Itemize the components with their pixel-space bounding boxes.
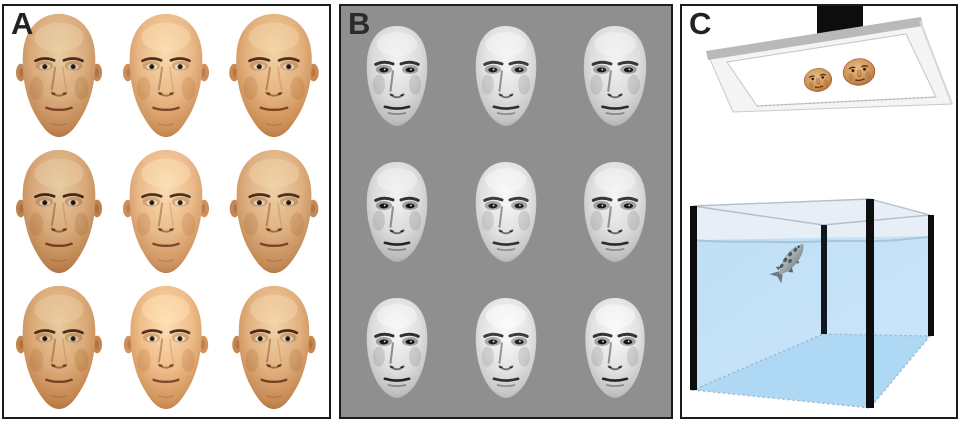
grayscale-face-cell — [356, 158, 438, 265]
grayscale-face-icon — [474, 24, 538, 128]
apparatus-diagram — [690, 6, 953, 409]
grayscale-face-grid — [342, 7, 670, 416]
color-face-icon — [122, 148, 211, 275]
color-face-icon — [228, 148, 320, 275]
grayscale-face-cell — [574, 294, 656, 401]
color-face-cell — [116, 10, 216, 141]
color-face-cell — [224, 10, 324, 141]
color-face-icon — [122, 284, 211, 411]
tank-post-front-right — [866, 199, 874, 408]
color-face-cell — [116, 146, 216, 277]
grayscale-face-cell — [465, 294, 547, 401]
aquarium-tank — [690, 198, 934, 409]
grayscale-face-icon — [474, 160, 538, 264]
grayscale-face-icon — [364, 296, 429, 400]
color-face-cell — [224, 146, 324, 277]
overhead-monitor — [706, 17, 953, 113]
color-face-grid — [5, 7, 328, 416]
color-face-icon — [231, 284, 318, 411]
color-face-icon — [227, 12, 321, 139]
panel-a-label: A — [11, 6, 34, 41]
color-face-icon — [14, 148, 104, 275]
panel-c-label: C — [689, 6, 712, 41]
color-face-icon — [14, 284, 104, 411]
grayscale-face-cell — [356, 294, 438, 401]
monitor-bottom-edge — [756, 96, 937, 107]
color-face-cell — [116, 282, 216, 413]
archerfish-icon — [769, 244, 804, 284]
color-face-cell — [224, 282, 324, 413]
grayscale-face-icon — [582, 160, 648, 264]
grayscale-face-cell — [574, 158, 656, 265]
grayscale-face-cell — [574, 22, 656, 129]
panel-c: C — [680, 4, 958, 419]
tank-post-back-left — [821, 225, 827, 334]
tank-top-edges — [692, 198, 931, 226]
panel-b-label: B — [348, 6, 371, 41]
grayscale-face-cell — [465, 22, 547, 129]
panel-b: B — [339, 4, 673, 419]
grayscale-face-icon — [584, 296, 647, 400]
color-face-cell — [9, 146, 109, 277]
monitor-right-edge — [919, 20, 953, 105]
grayscale-face-icon — [364, 160, 429, 264]
panel-a: A — [2, 4, 331, 419]
grayscale-face-icon — [474, 296, 538, 400]
water-surface — [692, 236, 931, 244]
color-face-icon — [122, 12, 211, 139]
grayscale-face-cell — [465, 158, 547, 265]
tank-post-back-right — [928, 215, 934, 336]
monitor-top-rim — [706, 17, 923, 60]
color-face-cell — [9, 282, 109, 413]
monitor-screen — [726, 33, 937, 107]
tank-post-front-left — [690, 206, 697, 390]
grayscale-face-icon — [582, 24, 649, 128]
